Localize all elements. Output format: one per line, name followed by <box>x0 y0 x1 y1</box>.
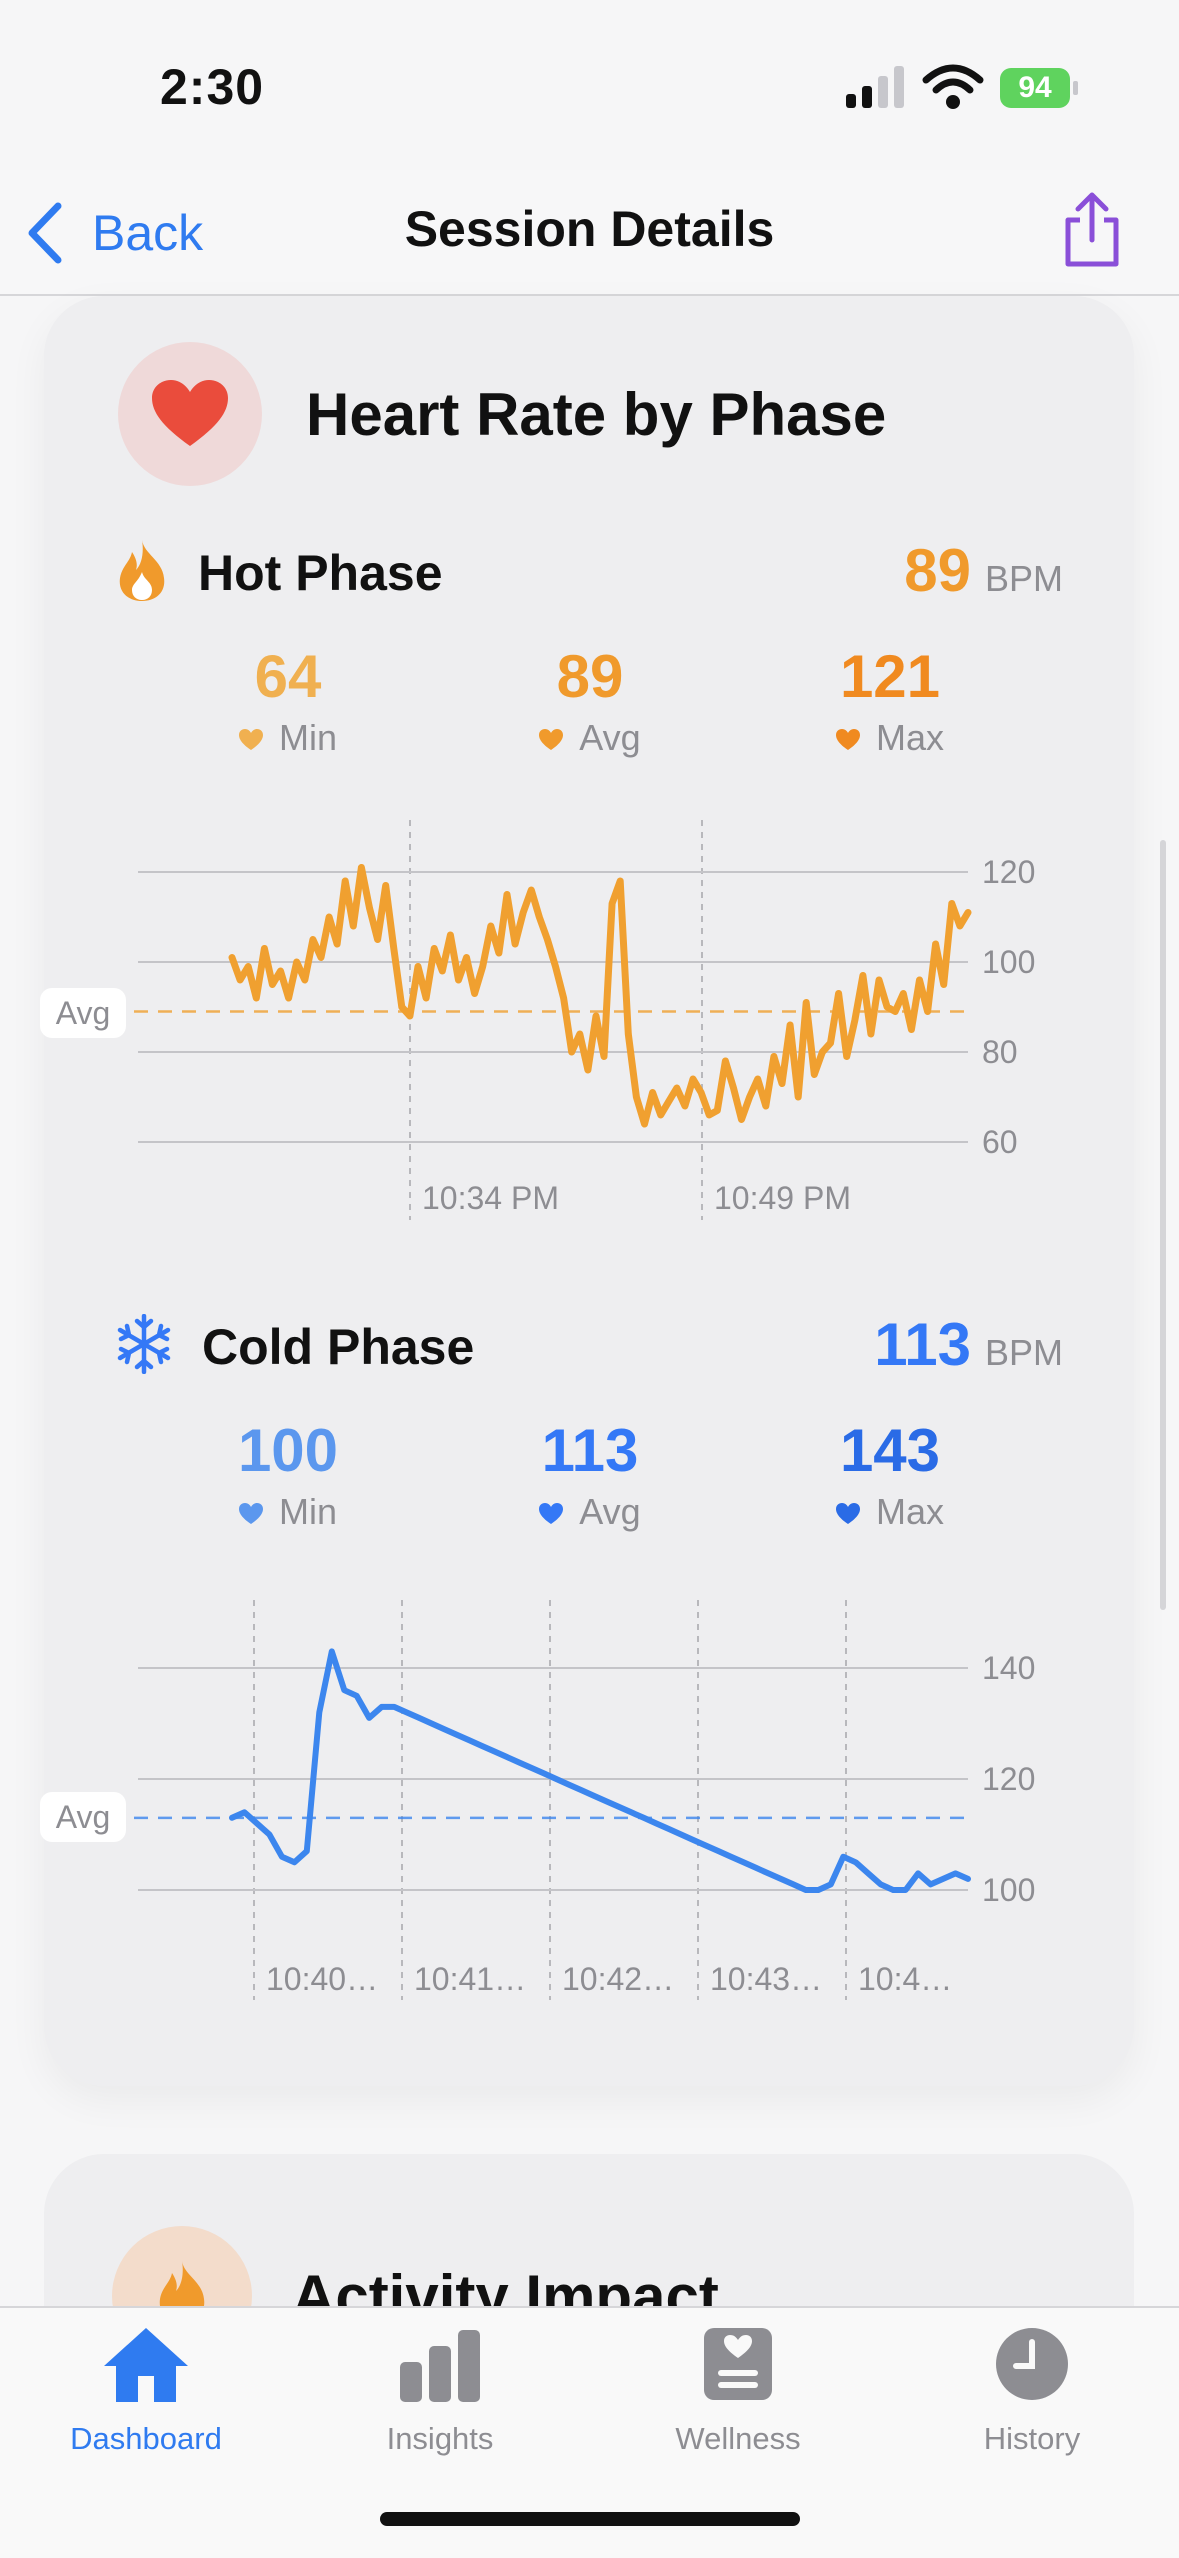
y-tick-label: 100 <box>982 944 1035 980</box>
cold-max-stat: 143 Max <box>780 1416 1000 1533</box>
heart-icon <box>835 1503 860 1525</box>
heart-icon <box>238 729 263 751</box>
navigation-bar: Back Session Details <box>0 170 1179 296</box>
cold-max-label: Max <box>875 1491 944 1532</box>
y-tick-label: 140 <box>982 1650 1035 1686</box>
cold-chart-svg: 140 120 100 10:40… 10:41… 10:42… 10:43… 10:4… <box>134 1600 1035 2000</box>
bar-chart-icon <box>400 2330 480 2402</box>
hot-max-value: 121 <box>839 643 941 710</box>
cold-max-value: 143 <box>839 1417 941 1484</box>
hot-min-value: 64 <box>254 643 322 710</box>
x-tick-label: 10:41… <box>414 1961 526 1997</box>
hot-phase-title: Hot Phase <box>198 545 443 601</box>
cold-phase-chart: 140 120 100 10:40… 10:41… 10:42… 10:43… 10:4… A… <box>0 1590 1179 2010</box>
heart-icon <box>152 380 228 446</box>
status-bar: 2:30 94 <box>0 0 1179 170</box>
y-tick-label: 120 <box>982 1761 1035 1797</box>
hot-avg-pill: Avg <box>40 988 126 1038</box>
tab-insights-label: Insights <box>386 2421 494 2456</box>
y-tick-label: 120 <box>982 854 1035 890</box>
tab-dashboard[interactable]: Dashboard <box>26 2324 266 2464</box>
heart-icon <box>238 1503 263 1525</box>
cold-min-value: 100 <box>237 1417 339 1484</box>
cold-bpm-unit: BPM <box>984 1332 1063 1373</box>
hot-phase-chart: 120 100 80 60 10:34 PM 10:49 PM Avg <box>0 810 1179 1250</box>
chevron-left-icon <box>28 202 62 264</box>
heart-icon <box>539 729 564 751</box>
tab-wellness[interactable]: Wellness <box>618 2324 858 2464</box>
share-icon[interactable] <box>1060 190 1124 270</box>
tab-insights[interactable]: Insights <box>320 2324 560 2464</box>
clock-icon <box>996 2328 1068 2400</box>
hot-avg-value: 89 <box>556 643 624 710</box>
cold-phase-bpm: 113 BPM <box>874 1310 1063 1379</box>
cold-min-label: Min <box>278 1491 337 1532</box>
card-title: Heart Rate by Phase <box>306 381 887 448</box>
x-tick-label: 10:42… <box>562 1961 674 1997</box>
house-icon <box>104 2328 188 2402</box>
battery-icon: 94 <box>1000 68 1080 108</box>
hot-min-stat: 64 Min <box>178 642 398 759</box>
x-tick-label: 10:49 PM <box>714 1180 851 1216</box>
hot-max-stat: 121 Max <box>780 642 1000 759</box>
back-button[interactable]: Back <box>26 198 203 268</box>
cold-avg-label: Avg <box>579 1491 641 1532</box>
heart-badge <box>118 342 262 486</box>
hot-phase-bpm: 89 BPM <box>904 536 1063 605</box>
tab-history-label: History <box>983 2421 1081 2456</box>
hot-bpm-value: 89 <box>904 537 971 604</box>
series-line <box>228 864 972 1128</box>
back-label: Back <box>92 205 204 261</box>
scrollbar[interactable] <box>1160 840 1166 1610</box>
cellular-signal-icon <box>846 66 904 108</box>
x-tick-label: 10:43… <box>710 1961 822 1997</box>
heart-icon <box>539 1503 564 1525</box>
cold-avg-pill: Avg <box>40 1792 126 1842</box>
tab-history[interactable]: History <box>912 2324 1152 2464</box>
wifi-icon <box>922 64 984 109</box>
wellness-card-icon <box>704 2328 772 2400</box>
cold-avg-stat: 113 Avg <box>480 1416 700 1533</box>
cold-avg-value: 113 <box>541 1417 639 1484</box>
hot-avg-label: Avg <box>579 717 641 758</box>
tab-dashboard-label: Dashboard <box>70 2421 222 2456</box>
heart-icon <box>835 729 860 751</box>
tab-wellness-label: Wellness <box>675 2421 801 2456</box>
home-indicator <box>380 2512 800 2526</box>
hot-avg-stat: 89 Avg <box>480 642 700 759</box>
y-tick-label: 100 <box>982 1872 1035 1908</box>
hot-bpm-unit: BPM <box>984 558 1063 599</box>
heart-rate-card <box>44 296 1134 2086</box>
x-tick-label: 10:40… <box>266 1961 378 1997</box>
cold-min-stat: 100 Min <box>178 1416 398 1533</box>
battery-level: 94 <box>1000 68 1070 108</box>
page-title: Session Details <box>404 201 775 257</box>
cold-phase-title: Cold Phase <box>202 1319 475 1375</box>
cold-bpm-value: 113 <box>874 1311 971 1378</box>
y-tick-label: 80 <box>982 1034 1018 1070</box>
hot-chart-svg: 120 100 80 60 10:34 PM 10:49 PM <box>134 820 1035 1220</box>
snowflake-icon <box>117 1314 171 1374</box>
y-tick-label: 60 <box>982 1124 1018 1160</box>
flame-icon <box>119 540 165 601</box>
status-time: 2:30 <box>160 59 265 115</box>
series-line <box>229 1648 971 1893</box>
x-tick-label: 10:4… <box>858 1961 952 1997</box>
hot-min-label: Min <box>278 717 337 758</box>
hot-max-label: Max <box>875 717 944 758</box>
x-tick-label: 10:34 PM <box>422 1180 559 1216</box>
